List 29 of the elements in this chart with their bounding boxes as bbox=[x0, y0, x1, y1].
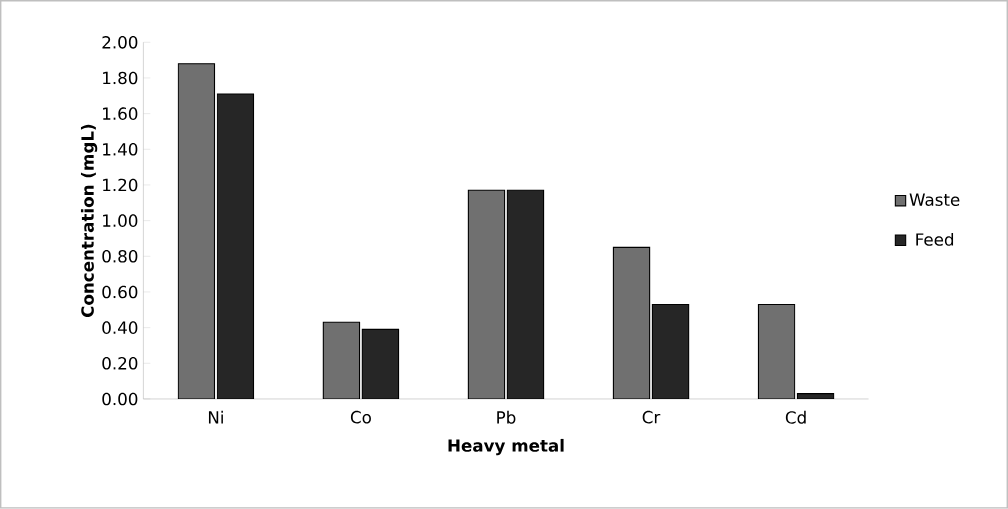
y-tick-label: 1.00 bbox=[103, 214, 138, 228]
y-tick-label: 1.80 bbox=[103, 71, 138, 85]
y-tick-label: 2.00 bbox=[102, 36, 138, 49]
legend-label: Waste bbox=[909, 193, 960, 207]
x-tick-label: Cr bbox=[642, 411, 661, 424]
y-tick-label: 0.80 bbox=[102, 250, 138, 263]
x-tick-label: Cd bbox=[785, 411, 806, 424]
bar bbox=[216, 93, 255, 400]
y-axis-title: Concentration (mgL) bbox=[80, 124, 98, 318]
x-tick-label: Ni bbox=[208, 411, 223, 424]
bar bbox=[361, 329, 400, 400]
bar bbox=[177, 63, 216, 400]
x-tick-label: Pb bbox=[497, 411, 516, 424]
bar bbox=[467, 189, 506, 400]
bar bbox=[506, 189, 545, 400]
bar bbox=[651, 304, 690, 400]
y-tick-label: 0.60 bbox=[102, 285, 138, 299]
bar bbox=[322, 321, 361, 400]
y-tick-label: 0.00 bbox=[102, 392, 138, 406]
x-axis-title: Heavy metal bbox=[448, 439, 564, 456]
y-tick-label: 1.60 bbox=[103, 107, 138, 121]
y-tick-label: 1.20 bbox=[103, 178, 138, 192]
y-tick-label: 1.40 bbox=[103, 143, 138, 156]
y-tick-label: 0.40 bbox=[102, 321, 138, 335]
x-tick-label: Co bbox=[350, 411, 371, 424]
bar bbox=[612, 247, 651, 400]
legend-label: Feed bbox=[916, 233, 954, 247]
y-tick-label: 0.20 bbox=[102, 357, 138, 370]
bar bbox=[757, 304, 796, 400]
